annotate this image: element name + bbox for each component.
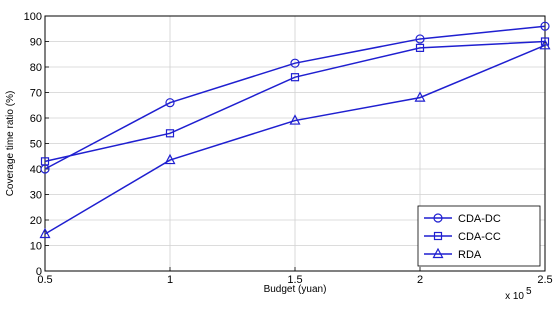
y-tick-label: 10 — [30, 241, 42, 253]
series-line-cda-cc — [44, 40, 546, 163]
data-point-cda-cc — [540, 37, 550, 46]
data-point-rda — [539, 39, 551, 50]
series-cda-dc — [40, 21, 550, 174]
y-tick-label: 60 — [30, 113, 42, 125]
data-point-cda-dc — [165, 98, 175, 108]
data-point-rda — [289, 114, 301, 125]
y-tick-label: 80 — [30, 62, 42, 74]
legend: CDA-DC CDA-CC RDA — [417, 205, 541, 267]
series-line-cda-dc — [44, 25, 546, 170]
legend-label: RDA — [458, 249, 482, 261]
data-point-rda — [414, 91, 426, 102]
legend-label: CDA-CC — [458, 231, 501, 243]
data-point-cda-cc — [415, 43, 425, 52]
legend-label: CDA-DC — [458, 213, 501, 225]
y-axis-title: Coverage time ratio (%) — [5, 91, 16, 197]
y-tick-label: 50 — [30, 139, 42, 151]
series-lines — [39, 21, 551, 239]
data-point-rda — [39, 227, 51, 239]
legend-item-cda-cc: CDA-CC — [424, 231, 501, 243]
legend-marker — [432, 247, 444, 259]
x-tick-label: 0.5 — [37, 274, 52, 286]
y-tick-label: 70 — [30, 88, 42, 100]
series-cda-cc — [40, 37, 550, 166]
data-point-cda-cc — [165, 129, 175, 138]
series-rda — [39, 39, 551, 239]
x-tick-label: 2 — [417, 274, 423, 286]
data-point-cda-dc — [415, 34, 425, 44]
y-axis: 0 10 20 30 40 50 60 70 80 90 100 — [24, 11, 49, 278]
y-tick-label: 30 — [30, 190, 42, 202]
x-axis-title: Budget (yuan) — [264, 284, 327, 295]
legend-item-cda-dc: CDA-DC — [424, 213, 501, 225]
x-axis: 0.5 1 1.5 2 2.5 — [37, 267, 553, 286]
x-tick-label: 1.5 — [287, 274, 302, 286]
y-tick-label: 40 — [30, 164, 42, 176]
y-tick-label: 100 — [24, 11, 42, 23]
x-axis-multiplier-exponent: 5 — [526, 286, 532, 297]
x-tick-label: 1 — [167, 274, 173, 286]
legend-item-rda: RDA — [424, 247, 482, 261]
y-tick-label: 0 — [36, 266, 42, 278]
legend-marker — [433, 231, 443, 241]
data-point-rda — [164, 153, 176, 165]
series-line-rda — [44, 44, 546, 235]
data-point-cda-dc — [290, 58, 300, 68]
y-tick-label: 90 — [30, 37, 42, 49]
x-tick-label: 2.5 — [537, 274, 552, 286]
x-axis-multiplier: x 10 — [505, 291, 524, 302]
data-point-cda-cc — [40, 157, 50, 166]
legend-marker — [433, 213, 443, 223]
data-point-cda-cc — [290, 73, 300, 82]
data-point-cda-dc — [540, 21, 550, 31]
y-tick-label: 20 — [30, 215, 42, 227]
